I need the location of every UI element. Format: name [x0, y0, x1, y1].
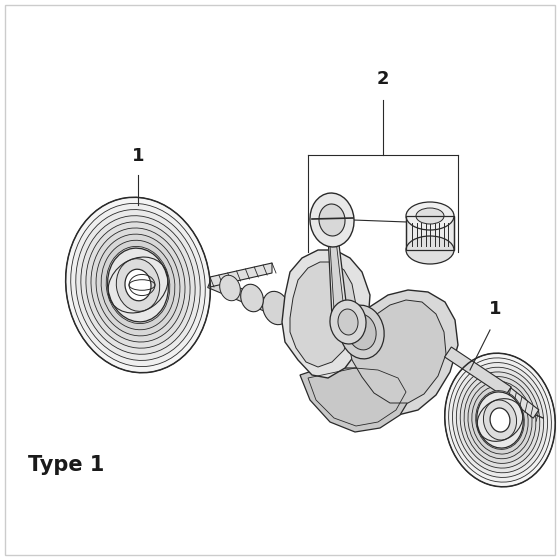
Ellipse shape — [106, 246, 170, 324]
Ellipse shape — [71, 203, 206, 367]
Polygon shape — [300, 368, 412, 432]
Polygon shape — [327, 228, 348, 322]
Ellipse shape — [330, 300, 366, 344]
Ellipse shape — [241, 284, 263, 312]
Ellipse shape — [452, 362, 548, 478]
Ellipse shape — [125, 269, 151, 301]
Ellipse shape — [340, 305, 384, 359]
Ellipse shape — [472, 386, 528, 454]
Ellipse shape — [76, 209, 200, 361]
Ellipse shape — [456, 367, 544, 473]
Polygon shape — [282, 250, 370, 378]
Polygon shape — [208, 277, 284, 318]
Ellipse shape — [490, 408, 510, 432]
Polygon shape — [340, 290, 458, 415]
Polygon shape — [505, 388, 539, 418]
Ellipse shape — [449, 358, 552, 482]
Text: Type 1: Type 1 — [28, 455, 104, 475]
Polygon shape — [406, 216, 454, 250]
Ellipse shape — [483, 400, 516, 440]
Ellipse shape — [96, 234, 180, 336]
Ellipse shape — [91, 228, 185, 342]
Polygon shape — [445, 347, 511, 397]
Ellipse shape — [86, 222, 190, 348]
Text: 1: 1 — [132, 147, 144, 165]
Ellipse shape — [477, 392, 523, 448]
Ellipse shape — [348, 314, 376, 350]
Ellipse shape — [406, 236, 454, 264]
Ellipse shape — [116, 259, 160, 311]
Polygon shape — [210, 263, 272, 287]
Ellipse shape — [263, 291, 290, 325]
Ellipse shape — [319, 204, 345, 236]
Ellipse shape — [101, 240, 175, 330]
Polygon shape — [350, 300, 446, 403]
Polygon shape — [290, 262, 356, 367]
Ellipse shape — [464, 376, 536, 464]
Ellipse shape — [108, 248, 169, 322]
Ellipse shape — [416, 208, 444, 224]
Ellipse shape — [338, 309, 358, 335]
Ellipse shape — [406, 202, 454, 230]
Ellipse shape — [81, 216, 195, 354]
Text: 2: 2 — [377, 70, 389, 88]
Ellipse shape — [468, 381, 532, 459]
Ellipse shape — [310, 193, 354, 247]
Ellipse shape — [475, 391, 524, 449]
Ellipse shape — [460, 372, 540, 468]
Ellipse shape — [220, 276, 240, 301]
Text: 1: 1 — [489, 300, 501, 318]
Ellipse shape — [66, 197, 211, 373]
Polygon shape — [330, 240, 344, 314]
Ellipse shape — [445, 353, 556, 487]
